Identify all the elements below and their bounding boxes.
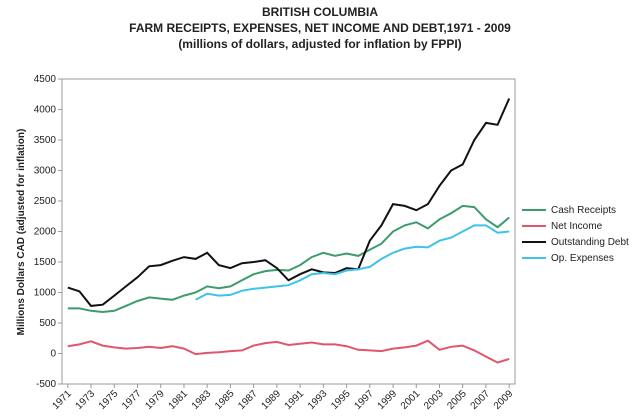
y-tick-label: 500 [39, 318, 56, 329]
legend-label: Outstanding Debt [551, 237, 629, 248]
legend-label: Cash Receipts [551, 205, 616, 216]
chart-title: FARM RECEIPTS, EXPENSES, NET INCOME AND … [129, 21, 511, 35]
chart: BRITISH COLUMBIA FARM RECEIPTS, EXPENSES… [0, 0, 640, 419]
chart-title: (millions of dollars, adjusted for infla… [178, 37, 461, 51]
y-tick-label: 2000 [34, 227, 57, 238]
x-tick-label: 1995 [329, 388, 353, 412]
x-tick-label: 2001 [399, 388, 423, 412]
x-tick-label: 2005 [445, 388, 469, 412]
x-tick-label: 2007 [469, 388, 493, 412]
y-tick-label: -500 [36, 379, 56, 390]
y-tick-label: 3500 [34, 135, 57, 146]
x-tick-label: 1971 [50, 388, 74, 412]
y-axis-label: Millions Dollars CAD (adjusted for infla… [16, 129, 27, 336]
plot-frame [62, 79, 515, 384]
x-tick-label: 1989 [259, 388, 283, 412]
x-tick-label: 1993 [306, 388, 330, 412]
x-tick-label: 1987 [236, 388, 260, 412]
x-tick-label: 1983 [190, 388, 214, 412]
x-tick-label: 1985 [213, 388, 237, 412]
series-line [68, 206, 509, 312]
y-tick-label: 1000 [34, 288, 57, 299]
x-tick-label: 2003 [422, 388, 446, 412]
y-tick-label: 4000 [34, 105, 57, 116]
x-tick-label: 1991 [283, 388, 307, 412]
chart-title: BRITISH COLUMBIA [262, 5, 378, 19]
y-tick-label: 0 [50, 349, 56, 360]
x-tick-label: 1977 [120, 388, 144, 412]
y-tick-label: 3000 [34, 166, 57, 177]
legend-label: Op. Expenses [551, 253, 614, 264]
legend-label: Net Income [551, 221, 603, 232]
series-line [68, 341, 509, 363]
x-tick-label: 1979 [143, 388, 167, 412]
x-tick-label: 2009 [492, 388, 516, 412]
series-line [68, 99, 509, 306]
y-tick-label: 4500 [34, 74, 57, 85]
y-tick-label: 2500 [34, 196, 57, 207]
x-tick-label: 1997 [352, 388, 376, 412]
x-tick-label: 1973 [74, 388, 98, 412]
y-tick-label: 1500 [34, 257, 57, 268]
x-tick-label: 1981 [167, 388, 191, 412]
x-tick-label: 1975 [97, 388, 121, 412]
x-tick-label: 1999 [376, 388, 400, 412]
